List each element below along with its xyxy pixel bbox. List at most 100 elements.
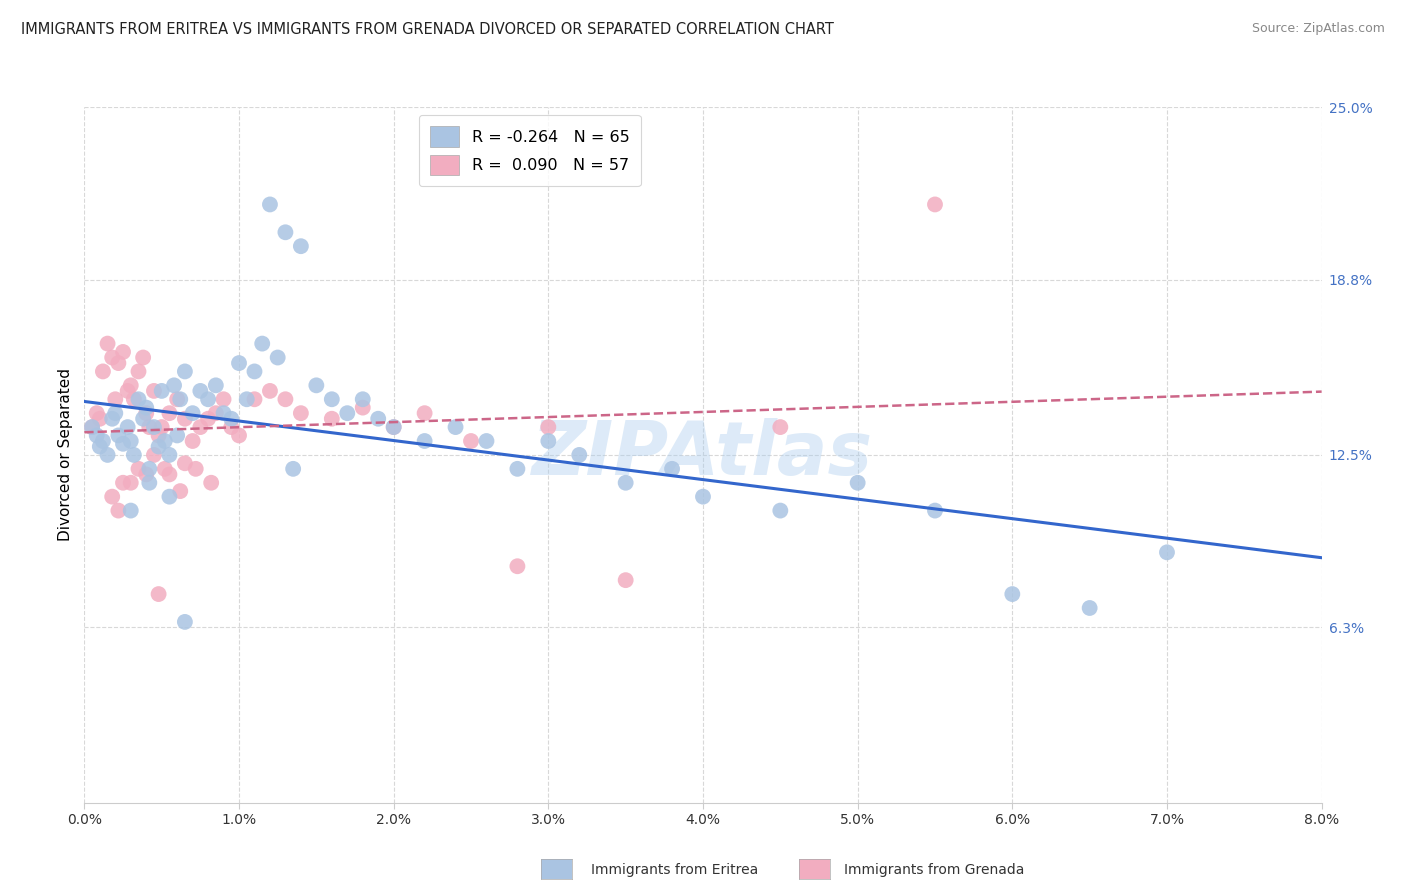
Point	[132, 411, 155, 425]
Point	[283, 462, 305, 476]
Point	[181, 434, 204, 448]
Point	[148, 440, 170, 454]
Point	[174, 411, 197, 425]
Point	[135, 401, 157, 415]
Point	[1156, 545, 1178, 559]
Point	[101, 490, 124, 504]
Point	[444, 420, 467, 434]
Point	[89, 411, 111, 425]
Point	[274, 392, 297, 407]
Point	[614, 573, 637, 587]
Point	[367, 411, 389, 425]
Point	[159, 467, 181, 482]
Text: ZIPAtlas: ZIPAtlas	[533, 418, 873, 491]
Point	[290, 406, 312, 420]
Point	[267, 351, 290, 365]
Point	[212, 406, 235, 420]
Point	[122, 448, 145, 462]
Point	[96, 448, 120, 462]
Point	[352, 392, 374, 407]
Point	[89, 440, 111, 454]
Point	[138, 420, 160, 434]
Point	[197, 411, 219, 425]
Y-axis label: Divorced or Separated: Divorced or Separated	[58, 368, 73, 541]
Point	[112, 475, 135, 490]
Point	[163, 378, 186, 392]
Point	[475, 434, 498, 448]
Point	[181, 406, 204, 420]
Point	[107, 503, 129, 517]
Point	[200, 475, 222, 490]
Point	[197, 392, 219, 407]
Point	[274, 225, 297, 239]
Point	[352, 401, 374, 415]
Point	[135, 406, 157, 420]
Point	[135, 467, 157, 482]
Point	[117, 384, 139, 398]
Point	[236, 392, 259, 407]
Point	[166, 392, 188, 407]
Point	[661, 462, 683, 476]
Point	[128, 392, 150, 407]
Text: Immigrants from Eritrea: Immigrants from Eritrea	[591, 863, 758, 877]
Point	[143, 448, 166, 462]
Point	[117, 420, 139, 434]
Point	[259, 384, 281, 398]
Point	[91, 364, 114, 378]
Point	[107, 356, 129, 370]
Point	[159, 406, 181, 420]
Point	[101, 411, 124, 425]
Point	[382, 420, 405, 434]
Point	[112, 345, 135, 359]
Point	[101, 351, 124, 365]
Point	[184, 462, 207, 476]
Point	[205, 378, 228, 392]
Point	[382, 420, 405, 434]
Point	[1001, 587, 1024, 601]
Point	[86, 406, 108, 420]
Point	[148, 428, 170, 442]
Point	[91, 434, 114, 448]
Legend: R = -0.264   N = 65, R =  0.090   N = 57: R = -0.264 N = 65, R = 0.090 N = 57	[419, 115, 641, 186]
Point	[169, 484, 191, 499]
Point	[128, 364, 150, 378]
Text: Immigrants from Grenada: Immigrants from Grenada	[844, 863, 1024, 877]
Point	[252, 336, 274, 351]
Point	[143, 420, 166, 434]
Point	[120, 503, 142, 517]
Point	[769, 420, 792, 434]
Point	[221, 420, 243, 434]
Point	[86, 428, 108, 442]
Point	[150, 384, 173, 398]
Point	[128, 462, 150, 476]
Point	[924, 197, 946, 211]
Point	[120, 475, 142, 490]
Point	[336, 406, 359, 420]
Point	[122, 392, 145, 407]
Point	[321, 411, 343, 425]
Point	[96, 336, 120, 351]
Point	[148, 587, 170, 601]
Point	[138, 475, 160, 490]
Point	[243, 364, 266, 378]
Point	[846, 475, 869, 490]
Point	[132, 351, 155, 365]
Point	[221, 411, 243, 425]
Point	[568, 448, 591, 462]
Point	[120, 378, 142, 392]
Point	[82, 420, 104, 434]
Point	[138, 462, 160, 476]
Point	[924, 503, 946, 517]
Point	[537, 420, 560, 434]
Point	[228, 356, 250, 370]
Point	[506, 559, 529, 574]
Text: Source: ZipAtlas.com: Source: ZipAtlas.com	[1251, 22, 1385, 36]
Point	[205, 406, 228, 420]
Point	[174, 364, 197, 378]
Point	[1078, 601, 1101, 615]
Point	[166, 428, 188, 442]
Point	[506, 462, 529, 476]
Point	[614, 475, 637, 490]
Point	[120, 434, 142, 448]
Point	[143, 384, 166, 398]
